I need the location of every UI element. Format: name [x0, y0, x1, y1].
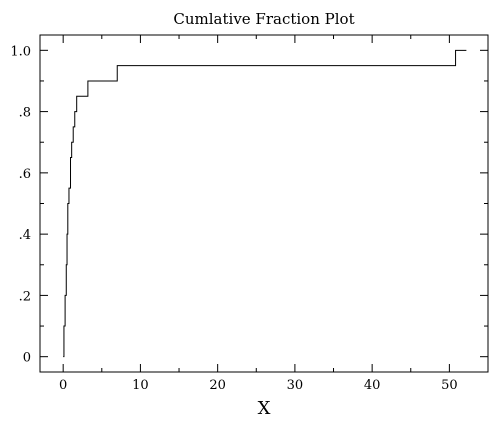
y-tick-label: 1.0 — [10, 44, 31, 59]
x-tick-label: 30 — [287, 378, 304, 393]
x-axis: 0 10 20 30 40 50 — [59, 35, 458, 393]
x-tick-label: 20 — [209, 378, 226, 393]
y-tick-label: .2 — [19, 289, 31, 304]
x-tick-label: 40 — [364, 378, 381, 393]
cumulative-fraction-line — [63, 49, 467, 358]
plot-frame — [39, 34, 489, 373]
y-tick-label: .8 — [19, 106, 31, 121]
x-tick-label: 0 — [59, 378, 67, 393]
x-axis-label: X — [258, 398, 271, 419]
y-axis: 0 .2 .4 .6 .8 1.0 — [10, 44, 488, 366]
x-tick-label: 10 — [132, 378, 149, 393]
chart-title: Cumlative Fraction Plot — [173, 10, 354, 28]
x-tick-label: 50 — [441, 378, 458, 393]
y-tick-label: .6 — [19, 167, 31, 182]
y-tick-label: .4 — [19, 228, 31, 243]
y-tick-label: 0 — [23, 351, 31, 366]
